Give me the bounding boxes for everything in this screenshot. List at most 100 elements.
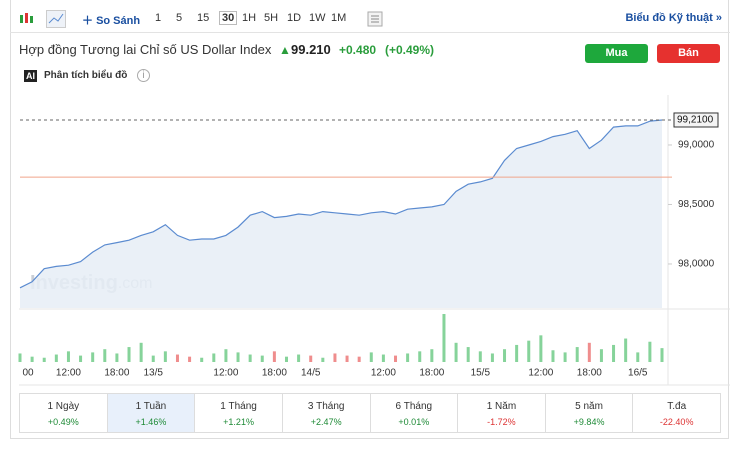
volume-bar [54,354,58,362]
x-tick-label: 15/5 [471,368,491,379]
volume-bar [260,355,264,362]
volume-bar [30,356,34,362]
period-change: +2.47% [310,417,342,427]
compare-label: So Sánh [96,15,141,27]
volume-bar [369,352,373,362]
period-change: +1.46% [135,417,167,427]
x-tick-label: 12:00 [371,368,396,379]
x-tick-label: 18:00 [419,368,444,379]
y-tick-label: 99,0000 [678,140,715,151]
volume-bar [442,314,446,362]
volume-bar [236,352,240,362]
x-tick-label: 18:00 [577,368,602,379]
volume-bar [297,354,301,362]
period-label: 6 Tháng [395,401,433,412]
volume-bar [636,352,640,362]
volume-bar [333,353,337,362]
volume-bar [527,340,531,362]
volume-bar [478,351,482,362]
volume-bar [345,355,349,362]
period-cell[interactable]: 1 Ngày +0.49% [20,394,108,432]
current-price-label: 99,2100 [677,115,714,126]
y-tick-label: 98,5000 [678,199,715,210]
period-label: T.đa [667,401,687,412]
volume-bar [648,341,652,362]
volume-bar [430,349,434,362]
sell-button[interactable]: Bán [657,44,720,63]
period-label: 3 Tháng [307,401,345,412]
volume-bar [563,352,567,362]
volume-bar [660,348,664,362]
volume-bar [454,342,458,362]
info-icon[interactable]: i [137,69,150,82]
volume-bar [551,350,555,362]
period-cell[interactable]: 3 Tháng +2.47% [283,394,371,432]
interval[interactable]: 1W [309,12,326,24]
period-cell[interactable]: T.đa -22.40% [633,394,720,432]
volume-bar [612,344,616,362]
area-icon[interactable] [46,10,66,28]
volume-bar [406,353,410,362]
volume-bar [575,347,579,362]
volume-bar [212,353,216,362]
period-change: +0.01% [398,417,430,427]
volume-bar [200,357,204,362]
volume-bar [539,335,543,362]
volume-bar [503,349,507,362]
ai-badge: AI [24,70,37,82]
interval[interactable]: 30 [219,11,238,25]
buy-button[interactable]: Mua [585,44,648,63]
volume-bar [103,349,107,362]
toolbar: ＋ So Sánh 1 5 15 30 1H 5H 1D 1W 1M Biểu đồ Kỹ th… [10,8,730,33]
x-tick-label: 13/5 [144,368,164,379]
widget-frame [10,0,729,439]
volume-bar [624,338,628,362]
candle-icon[interactable] [18,11,34,27]
x-tick-label: 16/5 [628,368,648,379]
interval[interactable]: 15 [197,12,210,24]
volume-bar [18,353,22,362]
volume-bar [515,344,519,362]
volume-bar [224,349,228,362]
x-tick-label: 00 [22,368,34,379]
period-label: 1 Năm [486,401,517,412]
volume-bar [599,349,603,362]
period-cell[interactable]: 6 Tháng +0.01% [371,394,459,432]
volume-bar [394,355,398,362]
volume-bar [381,354,385,362]
period-label: 1 Tháng [220,401,257,412]
current-price-box [673,112,719,128]
volume-bar [587,342,591,362]
x-tick-label: 12:00 [213,368,238,379]
settings-icon[interactable] [367,11,383,27]
volume-bar [272,351,276,362]
analysis-link[interactable]: Phân tích biểu đồ [44,70,128,81]
x-tick-label: 12:00 [528,368,553,379]
volume-bar [175,354,179,362]
volume-bar [321,357,325,362]
interval[interactable]: 1 [155,12,162,24]
period-cell[interactable]: 1 Tháng +1.21% [195,394,283,432]
volume-bar [66,351,70,362]
volume-bar [248,354,252,362]
volume-bar [127,347,131,362]
period-cell[interactable]: 1 Tuần +1.46% [107,394,196,432]
interval[interactable]: 1D [287,12,302,24]
volume-bar [188,356,192,362]
period-change: +9.84% [573,417,605,427]
period-cell[interactable]: 5 năm +9.84% [546,394,634,432]
period-cell[interactable]: 1 Năm -1.72% [458,394,546,432]
volume-bar [357,356,361,362]
volume-bar [79,355,83,362]
technical-link[interactable]: Biểu đồ Kỹ thuật » [625,12,722,24]
interval[interactable]: 5 [176,12,183,24]
interval[interactable]: 1H [242,12,257,24]
change: +0.480 [339,43,377,57]
interval[interactable]: 1M [331,12,347,24]
volume-bar [309,355,313,362]
interval[interactable]: 5H [264,12,279,24]
volume-bar [163,351,167,362]
compare[interactable]: ＋ So Sánh [82,15,141,27]
period-change: +0.49% [47,417,79,427]
